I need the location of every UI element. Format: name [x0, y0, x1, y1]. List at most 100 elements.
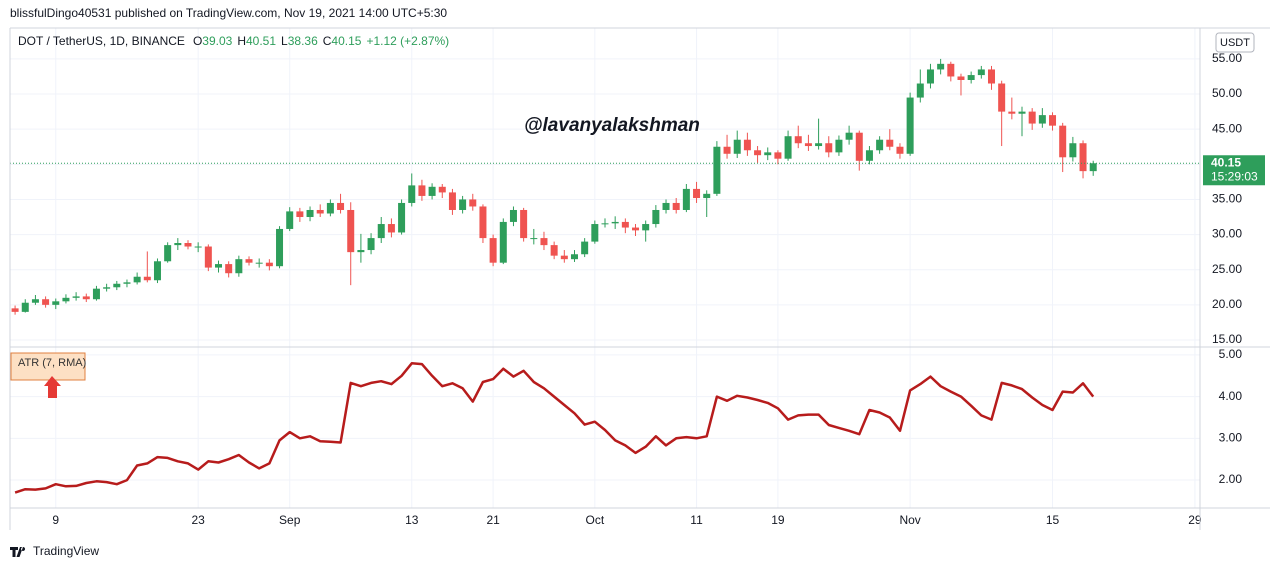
candle-body — [174, 243, 182, 246]
footer-logo: TradingView — [10, 544, 99, 558]
candle-body — [570, 254, 578, 260]
candle-body — [560, 255, 568, 260]
candle-body — [865, 150, 873, 161]
candle-body — [987, 69, 995, 84]
grid-layer: 9 23 Sep 13 21 Oct 11 19 Nov 15 29 15.00 20.00 25.00 3… — [10, 28, 1242, 527]
candle-body — [235, 259, 243, 274]
x-tick-label: 9 — [52, 513, 59, 527]
candle-body — [733, 139, 741, 154]
candle-body — [896, 146, 904, 154]
candle-body — [499, 221, 507, 263]
candle-body — [774, 152, 782, 159]
candle-body — [255, 262, 263, 264]
candle-body — [723, 146, 731, 154]
candle-body — [957, 76, 965, 80]
watermark: @lavanyalakshman — [524, 115, 700, 136]
candle-body — [1008, 111, 1016, 114]
candle-body — [906, 97, 914, 154]
candle-body — [204, 246, 212, 268]
legend-item: H — [237, 34, 246, 48]
candle-body — [337, 202, 345, 210]
candle-body — [835, 139, 843, 153]
legend-item: 38.36 — [288, 34, 318, 48]
legend-item: 40.15 — [331, 34, 361, 48]
candle-body — [1079, 143, 1087, 172]
candle-body — [1028, 111, 1036, 124]
price-tag-countdown: 15:29:03 — [1211, 169, 1258, 183]
y-tick-label: 35.00 — [1212, 192, 1242, 206]
atr-line — [14, 362, 1095, 494]
x-tick-label: 29 — [1188, 513, 1202, 527]
candle-body — [876, 139, 884, 151]
candle-body — [326, 202, 334, 214]
candle-body — [11, 308, 19, 312]
x-tick-label: Sep — [279, 513, 301, 527]
candle-body — [642, 224, 650, 231]
footer-brand: TradingView — [33, 544, 99, 558]
candle-body — [886, 139, 894, 147]
candle-body — [357, 250, 365, 253]
x-tick-label: 13 — [405, 513, 419, 527]
legend-item: 40.51 — [246, 34, 276, 48]
candle-body — [652, 209, 660, 225]
candle-body — [62, 297, 70, 302]
candle-body — [754, 150, 762, 156]
candle-body — [601, 223, 609, 225]
legend-item: DOT / TetherUS, 1D, BINANCE — [18, 34, 185, 48]
x-tick-label: 19 — [771, 513, 785, 527]
candle-body — [825, 143, 833, 153]
candle-body — [1038, 115, 1046, 124]
y-tick-label: 25.00 — [1212, 262, 1242, 276]
atr-label-box[interactable] — [10, 352, 86, 381]
candle-body — [377, 224, 385, 239]
logo-icon — [10, 547, 26, 557]
candle-body — [245, 259, 253, 263]
candle-body — [713, 146, 721, 194]
x-tick-label: 21 — [486, 513, 500, 527]
y-tick-label: 30.00 — [1212, 227, 1242, 241]
legend-item: 39.03 — [202, 34, 232, 48]
candle-body — [164, 245, 172, 262]
candle-body — [998, 83, 1006, 112]
currency-box[interactable] — [1215, 32, 1255, 53]
candle-body — [509, 209, 517, 222]
candle-body — [662, 202, 670, 210]
candle-body — [855, 132, 863, 161]
candle-body — [703, 193, 711, 199]
legend-item: L — [281, 34, 288, 48]
candle-body — [42, 299, 50, 305]
y-tick-label: 3.00 — [1219, 431, 1243, 445]
legend-item: +1.12 (+2.87%) — [366, 34, 449, 48]
candle-body — [459, 199, 467, 210]
candle-body — [194, 246, 202, 248]
candle-body — [1069, 143, 1077, 158]
legend-text: DOT / TetherUS, 1D, BINANCE O39.03 H40.51 L… — [18, 34, 449, 48]
candle-body — [815, 143, 823, 147]
currency: USDT — [1220, 37, 1250, 49]
candle-body — [113, 283, 121, 288]
candle-body — [479, 206, 487, 239]
candle-body — [967, 75, 975, 80]
y-tick-label: 5.00 — [1219, 347, 1243, 361]
candle-body — [916, 83, 924, 98]
candle-body — [398, 202, 406, 233]
candle-body — [347, 209, 355, 253]
legend-item: O — [193, 34, 202, 48]
candle-body — [581, 241, 589, 255]
candle-body — [926, 69, 934, 84]
x-tick-label: Nov — [899, 513, 920, 527]
y-tick-label: 45.00 — [1212, 121, 1242, 135]
y-tick-label: 4.00 — [1219, 389, 1243, 403]
y-tick-label: 50.00 — [1212, 86, 1242, 100]
candle-body — [82, 296, 90, 300]
price-tag-value: 40.15 — [1211, 155, 1241, 169]
candle-body — [408, 185, 416, 203]
candle-body — [215, 264, 223, 268]
candle-body — [418, 185, 426, 196]
candle-body — [489, 238, 497, 263]
x-tick-label: 15 — [1046, 513, 1060, 527]
candle-body — [265, 262, 273, 267]
candle-body — [92, 288, 100, 300]
candle-body — [438, 186, 446, 193]
